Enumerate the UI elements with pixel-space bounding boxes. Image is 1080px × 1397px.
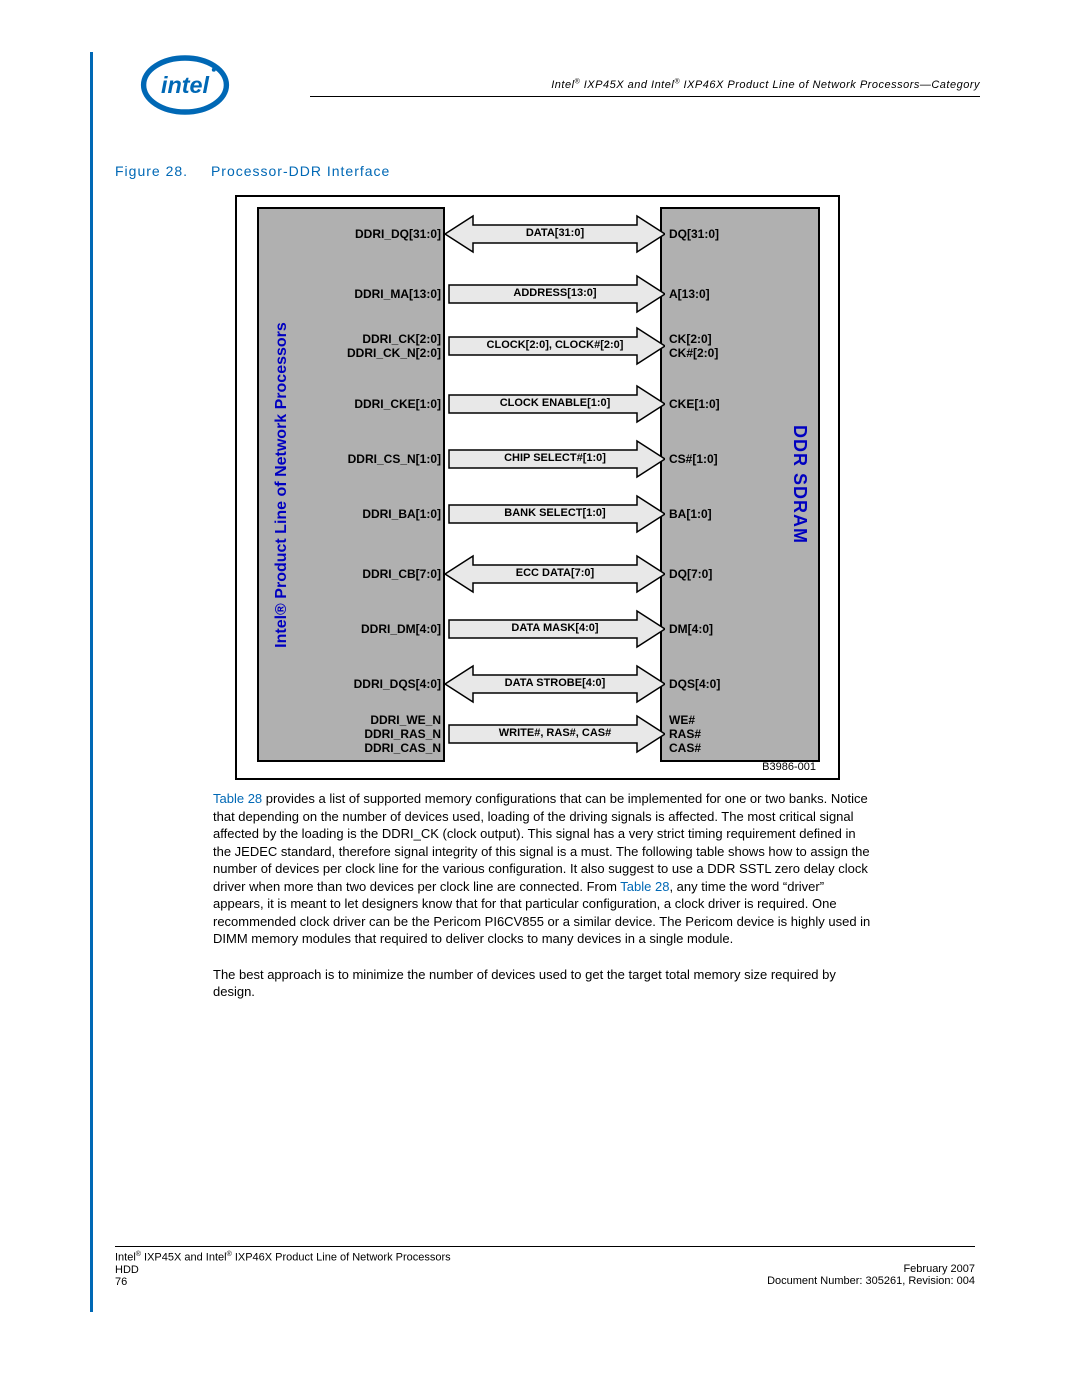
signal-arrow: DATA MASK[4:0] bbox=[445, 607, 665, 651]
signal-row: DDRI_BA[1:0]BANK SELECT[1:0]BA[1:0] bbox=[237, 492, 838, 512]
signal-arrow: CLOCK[2:0], CLOCK#[2:0] bbox=[445, 324, 665, 368]
paragraph-1: Table 28 provides a list of supported me… bbox=[213, 790, 873, 948]
diagram: Intel® Product Line of Network Processor… bbox=[235, 195, 840, 780]
table-ref-2: Table 28 bbox=[620, 879, 669, 894]
signal-row: DDRI_CB[7:0]ECC DATA[7:0]DQ[7:0] bbox=[237, 552, 838, 572]
signal-arrow-label: DATA STROBE[4:0] bbox=[445, 677, 665, 689]
footer-right: February 2007 Document Number: 305261, R… bbox=[767, 1251, 975, 1288]
signal-left-label: DDRI_CK[2:0]DDRI_CK_N[2:0] bbox=[261, 332, 441, 360]
footer-rule bbox=[115, 1246, 975, 1247]
signal-arrow-label: CHIP SELECT#[1:0] bbox=[445, 452, 665, 464]
signal-left-label: DDRI_CB[7:0] bbox=[261, 567, 441, 581]
signal-left-label: DDRI_CS_N[1:0] bbox=[261, 452, 441, 466]
signal-left-label: DDRI_DQ[31:0] bbox=[261, 227, 441, 241]
footer-line2-right: February 2007 bbox=[767, 1263, 975, 1275]
signal-row: DDRI_MA[13:0]ADDRESS[13:0]A[13:0] bbox=[237, 272, 838, 292]
signal-right-label: DM[4:0] bbox=[669, 622, 819, 636]
signal-row: DDRI_CK[2:0]DDRI_CK_N[2:0]CLOCK[2:0], CL… bbox=[237, 324, 838, 344]
signal-right-label: CS#[1:0] bbox=[669, 452, 819, 466]
header-text: Intel® IXP45X and Intel® IXP46X Product … bbox=[551, 79, 980, 91]
signal-arrow-label: BANK SELECT[1:0] bbox=[445, 507, 665, 519]
header-rule bbox=[310, 96, 980, 97]
signal-arrow: CLOCK ENABLE[1:0] bbox=[445, 382, 665, 426]
footer-line2-left: HDD bbox=[115, 1264, 451, 1276]
signal-left-label: DDRI_MA[13:0] bbox=[261, 287, 441, 301]
signal-arrow-label: ADDRESS[13:0] bbox=[445, 287, 665, 299]
body-text: Table 28 provides a list of supported me… bbox=[213, 790, 873, 1019]
figure-caption: Figure 28. Processor-DDR Interface bbox=[115, 163, 390, 179]
footer-line3-right: Document Number: 305261, Revision: 004 bbox=[767, 1275, 975, 1287]
signal-row: DDRI_CS_N[1:0]CHIP SELECT#[1:0]CS#[1:0] bbox=[237, 437, 838, 457]
paragraph-2: The best approach is to minimize the num… bbox=[213, 966, 873, 1001]
signal-arrow: ADDRESS[13:0] bbox=[445, 272, 665, 316]
signal-arrow-label: ECC DATA[7:0] bbox=[445, 567, 665, 579]
signal-left-label: DDRI_CKE[1:0] bbox=[261, 397, 441, 411]
diagram-id: B3986-001 bbox=[762, 761, 816, 773]
table-ref-1: Table 28 bbox=[213, 791, 262, 806]
signal-row: DDRI_DM[4:0]DATA MASK[4:0]DM[4:0] bbox=[237, 607, 838, 627]
intel-logo: intel bbox=[140, 50, 230, 120]
signal-right-label: DQS[4:0] bbox=[669, 677, 819, 691]
signal-left-label: DDRI_BA[1:0] bbox=[261, 507, 441, 521]
page-header: Intel® IXP45X and Intel® IXP46X Product … bbox=[551, 78, 980, 91]
signal-row: DDRI_WE_NDDRI_RAS_NDDRI_CAS_NWRITE#, RAS… bbox=[237, 712, 838, 732]
signal-arrow-label: WRITE#, RAS#, CAS# bbox=[445, 727, 665, 739]
signal-right-label: CKE[1:0] bbox=[669, 397, 819, 411]
vertical-rule bbox=[90, 52, 93, 1312]
footer-left: Intel® IXP45X and Intel® IXP46X Product … bbox=[115, 1251, 451, 1288]
footer-line3-left: 76 bbox=[115, 1276, 451, 1288]
svg-text:intel: intel bbox=[161, 72, 210, 98]
signal-left-label: DDRI_DQS[4:0] bbox=[261, 677, 441, 691]
signal-arrow-label: CLOCK ENABLE[1:0] bbox=[445, 397, 665, 409]
signal-arrow: BANK SELECT[1:0] bbox=[445, 492, 665, 536]
signal-arrow-label: CLOCK[2:0], CLOCK#[2:0] bbox=[445, 339, 665, 351]
signal-row: DDRI_DQS[4:0]DATA STROBE[4:0]DQS[4:0] bbox=[237, 662, 838, 682]
signal-arrow-label: DATA MASK[4:0] bbox=[445, 622, 665, 634]
footer-line1-left: Intel® IXP45X and Intel® IXP46X Product … bbox=[115, 1251, 451, 1264]
signal-right-label: DQ[31:0] bbox=[669, 227, 819, 241]
signal-arrow: DATA STROBE[4:0] bbox=[445, 662, 665, 706]
signal-row: DDRI_DQ[31:0]DATA[31:0]DQ[31:0] bbox=[237, 212, 838, 232]
signal-arrow: DATA[31:0] bbox=[445, 212, 665, 256]
figure-title: Processor-DDR Interface bbox=[211, 163, 390, 179]
signal-right-label: CK[2:0]CK#[2:0] bbox=[669, 332, 819, 360]
signal-left-label: DDRI_WE_NDDRI_RAS_NDDRI_CAS_N bbox=[261, 713, 441, 755]
signal-arrow: CHIP SELECT#[1:0] bbox=[445, 437, 665, 481]
signal-right-label: BA[1:0] bbox=[669, 507, 819, 521]
page-footer: Intel® IXP45X and Intel® IXP46X Product … bbox=[115, 1246, 975, 1288]
signal-arrow-label: DATA[31:0] bbox=[445, 227, 665, 239]
signal-right-label: DQ[7:0] bbox=[669, 567, 819, 581]
signal-arrow: ECC DATA[7:0] bbox=[445, 552, 665, 596]
signal-right-label: A[13:0] bbox=[669, 287, 819, 301]
signal-right-label: WE#RAS#CAS# bbox=[669, 713, 819, 755]
figure-number: Figure 28. bbox=[115, 163, 188, 179]
signal-row: DDRI_CKE[1:0]CLOCK ENABLE[1:0]CKE[1:0] bbox=[237, 382, 838, 402]
signal-left-label: DDRI_DM[4:0] bbox=[261, 622, 441, 636]
signal-arrow: WRITE#, RAS#, CAS# bbox=[445, 712, 665, 756]
